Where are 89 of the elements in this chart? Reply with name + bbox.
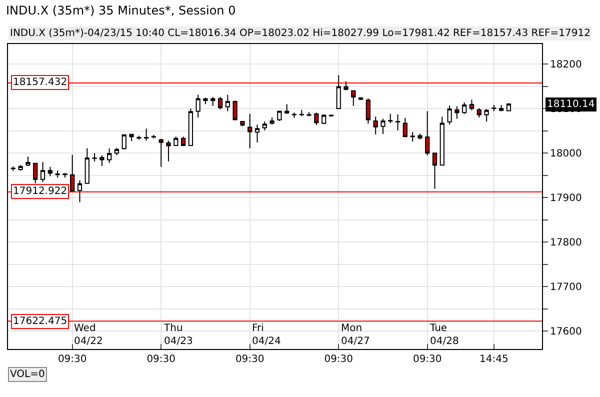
candlestick	[62, 172, 68, 178]
candlestick	[432, 152, 438, 190]
candlestick	[166, 140, 171, 162]
candlestick	[100, 154, 104, 166]
candlestick	[248, 113, 252, 149]
candlestick	[262, 120, 267, 131]
ref-line-label: 18157.432	[13, 77, 68, 88]
candlestick	[129, 134, 134, 142]
candlestick	[84, 148, 90, 184]
y-tick-label: 18200	[550, 60, 582, 71]
candlestick	[447, 104, 452, 126]
x-tick-label: 14:45	[480, 354, 508, 365]
candlestick	[122, 134, 126, 150]
text: VOL=0	[10, 369, 45, 380]
candlestick	[92, 152, 97, 162]
candlestick	[440, 116, 444, 166]
candlestick	[366, 98, 370, 124]
candlestick	[26, 156, 30, 166]
candlestick	[48, 166, 52, 177]
candlestick	[351, 90, 356, 106]
candlestick	[492, 104, 496, 112]
candlestick	[402, 117, 408, 138]
candlestick	[499, 104, 504, 112]
candlestick	[454, 106, 460, 120]
candlestick	[373, 116, 378, 135]
candlestick	[203, 97, 208, 105]
candlestick	[55, 170, 60, 178]
y-tick-label: 17600	[550, 326, 582, 338]
candlestick	[18, 164, 23, 171]
candlestick	[77, 180, 82, 203]
candlestick	[476, 108, 482, 118]
y-tick-label: 17700	[550, 282, 582, 294]
chart-subtitle: INDU.X (35m*)-04/23/15 10:40 CL=18016.34 OP=18023.02 Hi=18027.99 Lo=17981.42 REF=18157.43 REF=17912	[10, 28, 590, 39]
ref-line-label: 17622.475	[13, 316, 68, 327]
candlestick	[188, 108, 193, 146]
candlestick	[40, 161, 46, 183]
candlestick	[344, 80, 348, 91]
candlestick	[33, 162, 38, 184]
y-tick-label: 17900	[550, 193, 582, 204]
x-tick-label: 09:30	[324, 354, 354, 365]
candlestick	[107, 148, 112, 164]
candlestick	[425, 110, 430, 156]
candlestick	[174, 136, 178, 146]
candlestick	[114, 147, 120, 156]
candlestick	[158, 138, 164, 168]
candlestick	[299, 109, 304, 117]
candlestick	[484, 108, 489, 122]
candlestick	[462, 102, 467, 114]
x-tick-label: 09:30	[412, 354, 442, 365]
x-tick-label: 09:30	[235, 354, 264, 365]
candlestick	[322, 114, 326, 125]
candlestick	[292, 112, 297, 118]
candlestick	[240, 120, 245, 127]
candlestick	[380, 118, 386, 134]
candlestick	[70, 154, 75, 192]
candlestick	[10, 166, 16, 172]
candlestick	[506, 102, 512, 112]
annotation: Wed 04/22	[74, 323, 103, 347]
candlestick	[277, 110, 282, 122]
y-tick-label: 17800	[550, 238, 582, 249]
chart-title: INDU.X (35m*) 35 Minutes*, Session 0	[6, 3, 236, 18]
candlestick	[254, 124, 260, 143]
candlestick	[144, 128, 149, 142]
x-tick-label: 09:30	[58, 354, 87, 365]
annotation: Tue 04/28	[429, 323, 459, 347]
candlestick	[136, 135, 142, 140]
y-tick-label: 18000	[550, 148, 582, 160]
candlestick	[410, 132, 415, 142]
x-tick-label: 09:30	[146, 354, 176, 365]
candlestick	[336, 74, 341, 110]
candlestick	[314, 112, 319, 126]
ref-line-label: 17912.922	[13, 186, 68, 197]
annotation: Fri 04/24	[252, 323, 281, 347]
candlestick	[232, 100, 238, 120]
candlestick	[225, 94, 230, 112]
candlestick	[270, 116, 274, 126]
annotation: Thu 04/23	[163, 323, 193, 347]
candlestick	[196, 94, 200, 118]
candlestick	[469, 99, 474, 111]
candlestick	[418, 133, 422, 140]
candlestick	[395, 114, 400, 131]
candlestick	[151, 134, 156, 139]
candlestick	[388, 113, 393, 124]
text: 18110.14	[547, 99, 595, 110]
candlestick	[210, 96, 216, 106]
candlestick	[218, 96, 223, 110]
candlestick	[180, 136, 186, 146]
annotation: Mon 04/27	[341, 323, 370, 347]
candlestick	[284, 104, 290, 114]
